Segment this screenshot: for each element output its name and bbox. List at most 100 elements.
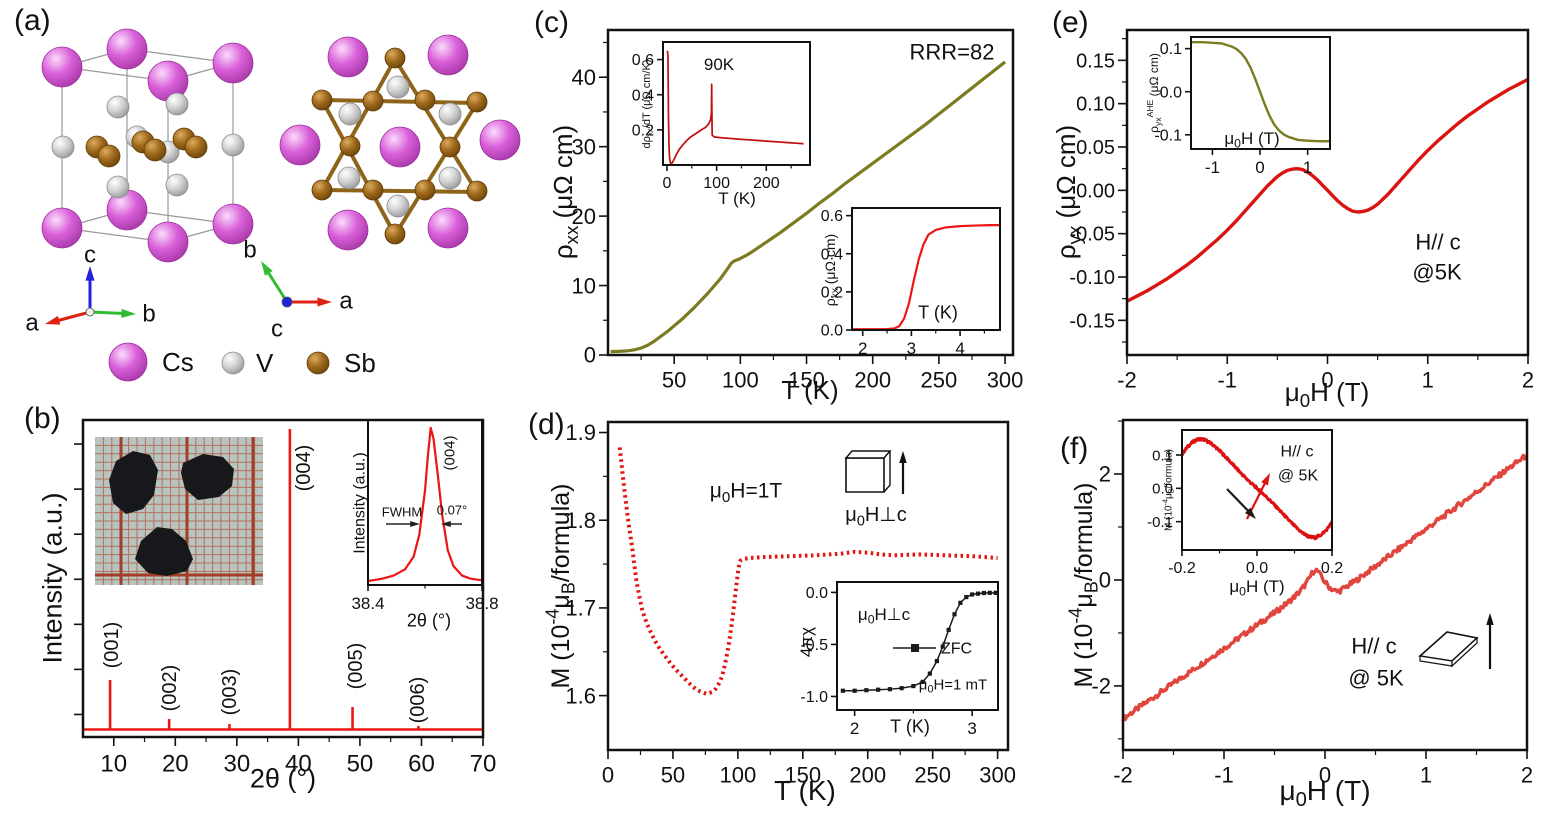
svg-text:1.6: 1.6 — [565, 683, 596, 708]
svg-text:2: 2 — [858, 339, 867, 358]
svg-text:@ 5K: @ 5K — [1348, 666, 1404, 691]
crystal-photo-sample — [135, 527, 193, 576]
svg-text:50: 50 — [661, 763, 685, 788]
panel-d-magnetization-chart: 0 50 100 150 200 250 300 1.6 1.7 1.8 1.9 μ0H=1T μ0H⊥… — [542, 420, 1016, 806]
atom-sb — [439, 136, 461, 158]
svg-text:-0.1: -0.1 — [1147, 514, 1173, 531]
svg-text:0.10: 0.10 — [1076, 94, 1115, 116]
svg-text:-0.5: -0.5 — [800, 637, 828, 654]
atom-v — [221, 351, 245, 375]
svg-text:90K: 90K — [704, 55, 735, 74]
svg-text:ZFC: ZFC — [941, 641, 972, 658]
panel-e-hall-chart: -2 -1 0 1 20.150.100.050.00-0.05-0.10-0.15H/… — [1051, 28, 1534, 411]
atom-cs — [479, 119, 521, 161]
svg-text:(002): (002) — [159, 665, 181, 712]
svg-text:H// c: H// c — [1351, 634, 1396, 659]
svg-text:-0.10: -0.10 — [1069, 267, 1115, 289]
svg-text:Intensity (a.u.): Intensity (a.u.) — [37, 492, 67, 663]
atom-sb — [362, 90, 384, 112]
crystal-photo-sample — [181, 454, 234, 500]
svg-text:T (K): T (K) — [918, 302, 958, 322]
svg-text:T (K): T (K) — [718, 189, 755, 208]
svg-text:0.1: 0.1 — [1160, 41, 1182, 58]
svg-text:38.4: 38.4 — [351, 594, 384, 613]
svg-text:0.00: 0.00 — [1076, 180, 1115, 202]
atom-v — [438, 166, 462, 190]
atom-sb — [339, 135, 361, 157]
svg-text:0.4: 0.4 — [821, 246, 843, 263]
svg-text:250: 250 — [914, 763, 951, 788]
chart-e-inset-ahe: -1 0 1 0.1 0.0 -0.1 μ0H (T) ρyxAHE (μΩ cm) — [1145, 36, 1331, 177]
chart-b-main: 10 20 30 40 50 60 70 (001) (002) (003) (004) (005) (… — [37, 418, 497, 793]
svg-text:200: 200 — [854, 368, 891, 393]
svg-text:Sb: Sb — [344, 348, 376, 378]
atom-v — [338, 102, 362, 126]
svg-text:-2: -2 — [1113, 763, 1133, 788]
panel-label-b: (b) — [24, 402, 61, 435]
svg-text:0.07°: 0.07° — [437, 503, 468, 518]
svg-text:300: 300 — [979, 763, 1016, 788]
atom-sb — [311, 179, 333, 201]
svg-text:μ0H⊥c: μ0H⊥c — [845, 504, 906, 529]
svg-text:μ0H (T): μ0H (T) — [1229, 577, 1284, 599]
svg-text:70: 70 — [470, 751, 497, 778]
svg-text:(004): (004) — [441, 435, 458, 470]
svg-text:-1: -1 — [1217, 368, 1237, 393]
atom-cs — [327, 36, 369, 78]
atom-cs — [41, 207, 83, 249]
svg-text:0.15: 0.15 — [1076, 50, 1115, 72]
svg-text:μ0H=1 mT: μ0H=1 mT — [919, 676, 987, 695]
svg-text:38.8: 38.8 — [465, 594, 498, 613]
atom-cs — [279, 124, 321, 166]
svg-text:0.0: 0.0 — [1160, 84, 1182, 101]
svg-text:a: a — [339, 287, 353, 314]
svg-text:M (10-4μB/formula): M (10-4μB/formula) — [1160, 449, 1175, 531]
svg-text:2: 2 — [850, 719, 859, 738]
svg-text:T (K): T (K) — [774, 775, 836, 806]
svg-text:(001): (001) — [101, 622, 123, 669]
panel-label-a: (a) — [14, 4, 51, 37]
chart-e-main: -2 -1 0 1 20.150.100.050.00-0.05-0.10-0.15H/… — [1051, 28, 1534, 411]
svg-text:-2: -2 — [1091, 674, 1111, 699]
svg-text:μ0H=1T: μ0H=1T — [710, 479, 783, 506]
svg-text:0: 0 — [602, 763, 614, 788]
atom-sb — [466, 91, 488, 113]
svg-text:M (10-4μB/formula): M (10-4μB/formula) — [542, 484, 578, 689]
atom-sb — [311, 89, 333, 111]
svg-text:μ0H (T): μ0H (T) — [1285, 377, 1370, 411]
svg-text:0.0: 0.0 — [1246, 560, 1268, 577]
chart-b-inset-peak: 38.4 38.8 FWHM 0.07° (004) 2θ (°) Intensity (a… — [351, 419, 499, 630]
atom-v — [106, 95, 130, 119]
crystal-photo-sample — [109, 451, 158, 514]
svg-text:(006): (006) — [407, 677, 429, 724]
atom-cs — [327, 209, 369, 251]
svg-text:0.0: 0.0 — [821, 323, 843, 340]
svg-text:T (K): T (K) — [890, 716, 930, 736]
atom-cs — [212, 42, 254, 84]
svg-text:Intensity (a.u.): Intensity (a.u.) — [352, 452, 369, 553]
svg-text:0.2: 0.2 — [632, 122, 654, 139]
svg-text:0: 0 — [663, 175, 672, 192]
svg-text:V: V — [256, 348, 274, 378]
chart-c-inset-deriv: 0 100 200 0.2 0.4 0.6 90K T (K) dρxx/dT (μΩ cm/K… — [632, 41, 811, 208]
chart-c-inset-sc: 2 3 4 0.0 0.2 0.4 0.6 T (K) ρxx (μΩ cm) — [821, 207, 1001, 358]
svg-text:100: 100 — [703, 175, 730, 192]
svg-text:1.8: 1.8 — [565, 508, 596, 533]
svg-text:4πχ: 4πχ — [797, 627, 816, 657]
svg-text:0: 0 — [584, 343, 596, 368]
svg-text:0.1: 0.1 — [1152, 447, 1173, 464]
svg-text:b: b — [142, 300, 155, 327]
svg-text:4: 4 — [955, 339, 964, 358]
svg-text:2: 2 — [1522, 368, 1534, 393]
panel-b-xrd-chart: 10 20 30 40 50 60 70 (001) (002) (003) (004) (005) (… — [37, 418, 499, 793]
panel-f-mh-chart: -2 -1 0 1 2 2 0 -2 H// c @ 5K μ0H (T) M (10-4μB/for… — [1065, 418, 1533, 811]
svg-text:40: 40 — [572, 65, 596, 90]
atom-cs — [41, 46, 83, 88]
svg-text:3: 3 — [967, 719, 976, 738]
chart-f-inset-hyst: -0.2 0.0 0.2 0.1 0.0 -0.1 H// c @ 5K μ0H (T) M (1… — [1147, 429, 1343, 599]
svg-text:200: 200 — [849, 763, 886, 788]
svg-text:30: 30 — [572, 134, 596, 159]
